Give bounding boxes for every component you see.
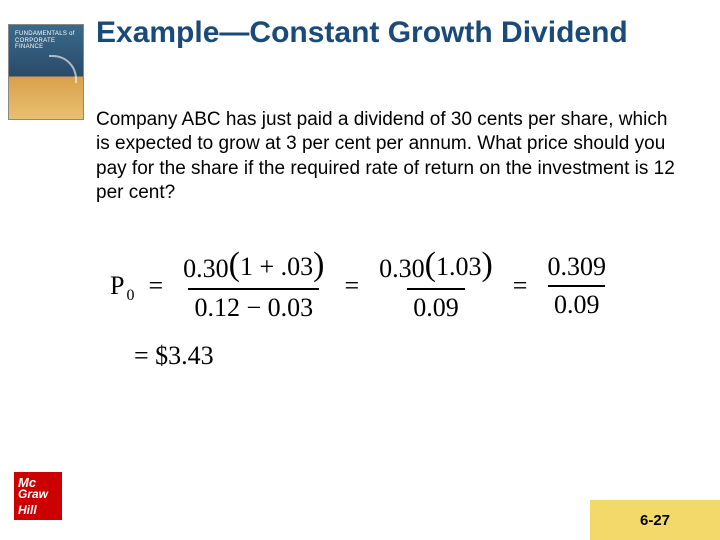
- page-number-bar: 6-27: [590, 500, 720, 540]
- fraction-2: 0.30(1.03) 0.09: [373, 250, 499, 323]
- formula-block: P 0 = 0.30(1 + .03) 0.12 − 0.03 = 0.30(1…: [110, 250, 670, 371]
- frac2-numerator: 0.30(1.03): [373, 250, 499, 288]
- frac2-denominator: 0.09: [407, 288, 465, 323]
- p-zero: P 0: [110, 271, 134, 301]
- frac2-num-b: 1.03: [436, 253, 482, 282]
- publisher-logo: Mc Graw Hill: [14, 472, 62, 520]
- book-cover-thumbnail: FUNDAMENTALS of CORPORATE FINANCE: [8, 24, 84, 120]
- page-number: 6-27: [640, 512, 670, 529]
- problem-statement: Company ABC has just paid a dividend of …: [96, 108, 686, 205]
- book-title-text: FUNDAMENTALS of CORPORATE FINANCE: [15, 31, 75, 51]
- equals-1: =: [148, 271, 163, 301]
- logo-text-bot: Hill: [18, 504, 37, 516]
- formula-row-1: P 0 = 0.30(1 + .03) 0.12 − 0.03 = 0.30(1…: [110, 250, 670, 323]
- equals-2: =: [344, 271, 359, 301]
- slide: FUNDAMENTALS of CORPORATE FINANCE Exampl…: [0, 0, 720, 540]
- p-subscript: 0: [126, 287, 134, 305]
- fraction-3: 0.309 0.09: [541, 253, 612, 320]
- equals-3: =: [513, 271, 528, 301]
- frac1-num-b: 1 + .03: [240, 253, 313, 282]
- frac3-denominator: 0.09: [548, 285, 606, 320]
- frac1-numerator: 0.30(1 + .03): [177, 250, 330, 288]
- slide-title: Example—Constant Growth Dividend: [96, 16, 696, 51]
- frac1-denominator: 0.12 − 0.03: [188, 288, 319, 323]
- frac2-num-a: 0.30: [379, 254, 425, 283]
- frac1-num-a: 0.30: [183, 254, 229, 283]
- fraction-1: 0.30(1 + .03) 0.12 − 0.03: [177, 250, 330, 323]
- formula-row-2: = $3.43: [134, 341, 670, 371]
- logo-text-mid: Graw: [18, 488, 48, 500]
- book-line2: CORPORATE: [15, 38, 55, 44]
- p-symbol: P: [110, 271, 124, 301]
- book-line1: FUNDAMENTALS of: [15, 31, 75, 37]
- frac3-numerator: 0.309: [541, 253, 612, 286]
- book-line3: FINANCE: [15, 44, 43, 50]
